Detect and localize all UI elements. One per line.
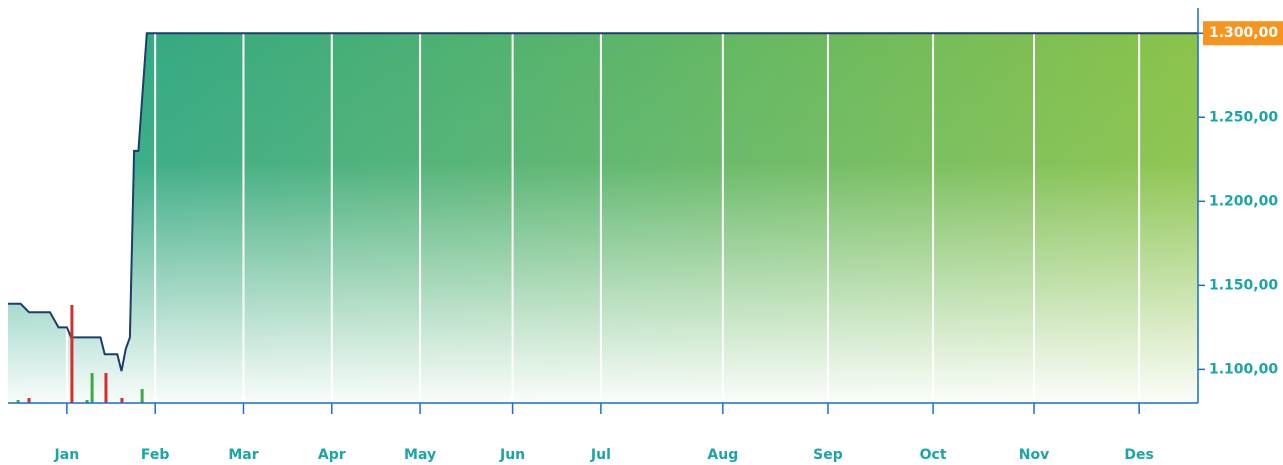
x-tick-label: Aug: [707, 447, 738, 463]
x-tick-label: Des: [1124, 447, 1153, 463]
volume-bar: [90, 373, 94, 403]
x-tick-label: Nov: [1019, 447, 1049, 463]
area-fade: [8, 33, 1198, 403]
last-value-badge: [1203, 21, 1283, 46]
y-tick-label: 1.250,00: [1209, 109, 1278, 125]
price-line: [8, 32, 1198, 372]
volume-bar: [85, 400, 89, 403]
x-tick-label: Jul: [590, 447, 611, 463]
x-tick-label: Jun: [499, 447, 525, 463]
volume-bar: [16, 400, 20, 403]
x-tick-label: May: [404, 447, 436, 463]
x-tick-label: Jan: [54, 447, 80, 463]
y-tick-label: 1.300,00: [1209, 25, 1278, 41]
volume-bar: [104, 373, 108, 403]
y-tick-label: 1.150,00: [1209, 277, 1278, 293]
y-tick-label: 1.100,00: [1209, 361, 1278, 377]
volume-bar: [140, 389, 144, 403]
volume-bar: [70, 305, 74, 403]
x-tick-label: Oct: [920, 447, 947, 463]
volume-bar: [27, 398, 31, 403]
x-tick-label: Apr: [318, 447, 346, 463]
volume-bar: [120, 398, 124, 403]
y-tick-label: 1.200,00: [1209, 193, 1278, 209]
x-tick-label: Mar: [228, 447, 258, 463]
x-tick-label: Feb: [141, 447, 170, 463]
x-tick-label: Sep: [813, 447, 843, 463]
